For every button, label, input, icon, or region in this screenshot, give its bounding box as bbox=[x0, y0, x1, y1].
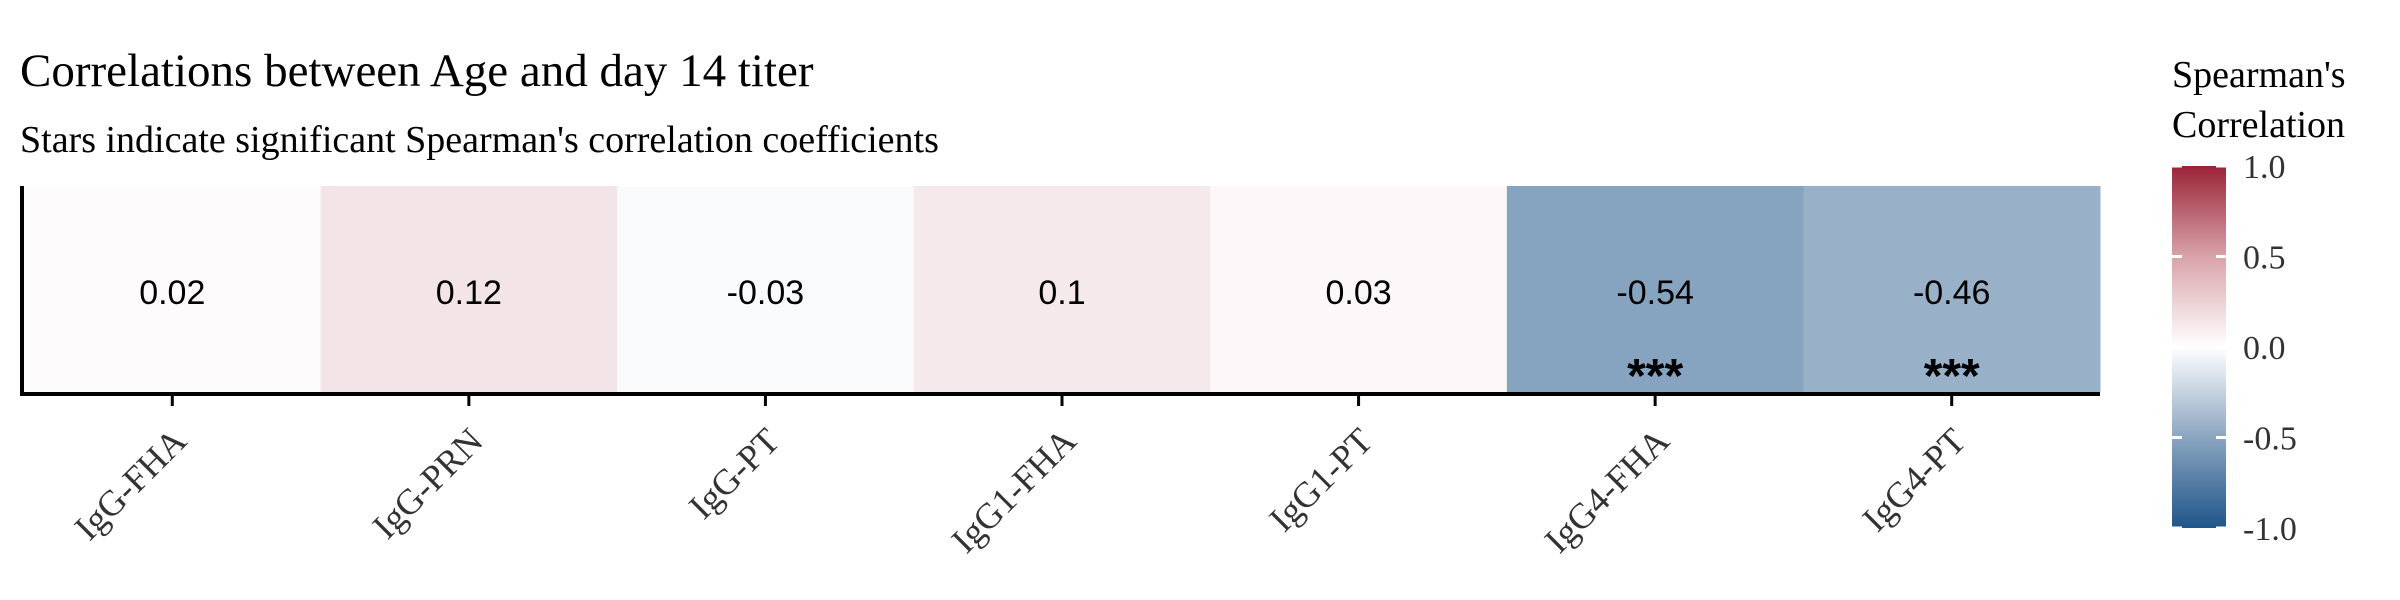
x-tick-label: IgG4-PT bbox=[1855, 420, 1974, 539]
x-tick-label: IgG4-FHA bbox=[1537, 420, 1677, 560]
heatmap-cell bbox=[1506, 186, 1804, 392]
legend-ticks: 1.0 0.5 0.0 -0.5 -1.0 bbox=[2172, 149, 2297, 548]
cell-value-label: 0.02 bbox=[139, 274, 205, 312]
heatmap-cell bbox=[320, 186, 618, 392]
cell-value-label: -0.46 bbox=[1913, 274, 1991, 312]
heatmap-cells bbox=[24, 186, 2101, 392]
cell-value-label: -0.54 bbox=[1616, 274, 1694, 312]
heatmap-cell bbox=[24, 186, 322, 392]
chart-subtitle: Stars indicate significant Spearman's co… bbox=[20, 119, 939, 161]
x-axis-ticks bbox=[170, 396, 1954, 406]
cell-value-label: 0.1 bbox=[1038, 274, 1085, 312]
x-tick-label: IgG1-FHA bbox=[944, 420, 1084, 560]
heatmap-cell bbox=[1803, 186, 2101, 392]
cell-value-label: 0.03 bbox=[1325, 274, 1391, 312]
legend-tick-label: 1.0 bbox=[2243, 149, 2286, 186]
x-tick-label: IgG-PT bbox=[681, 420, 787, 526]
x-tick-label: IgG-FHA bbox=[67, 420, 194, 547]
heatmap-cell bbox=[913, 186, 1211, 392]
cell-value-label: 0.12 bbox=[436, 274, 502, 312]
x-tick-label: IgG1-PT bbox=[1262, 420, 1381, 539]
legend-tick-label: 0.5 bbox=[2243, 240, 2286, 277]
legend-tick-label: -0.5 bbox=[2243, 421, 2297, 458]
legend-title-line2: Correlation bbox=[2172, 104, 2345, 146]
legend-tick-label: 0.0 bbox=[2243, 330, 2286, 367]
cell-value-label: -0.03 bbox=[727, 274, 805, 312]
legend-tick-label: -1.0 bbox=[2243, 511, 2297, 548]
x-tick-label: IgG-PRN bbox=[365, 420, 491, 546]
heatmap-cell bbox=[1210, 186, 1508, 392]
x-axis-tick-labels: IgG-FHA IgG-PRN IgG-PT IgG1-FHA IgG1-PT IgG4-… bbox=[67, 420, 1974, 560]
color-legend: Spearman's Correlation 1.0 0.5 0.0 -0.5 -1.0 bbox=[2172, 54, 2346, 548]
legend-title-line1: Spearman's bbox=[2172, 54, 2346, 96]
chart-title: Correlations between Age and day 14 tite… bbox=[20, 45, 814, 97]
heatmap-cell bbox=[617, 186, 915, 392]
heatmap-value-labels: 0.02 0.12 -0.03 0.1 0.03 -0.54 -0.46 bbox=[139, 274, 1990, 312]
